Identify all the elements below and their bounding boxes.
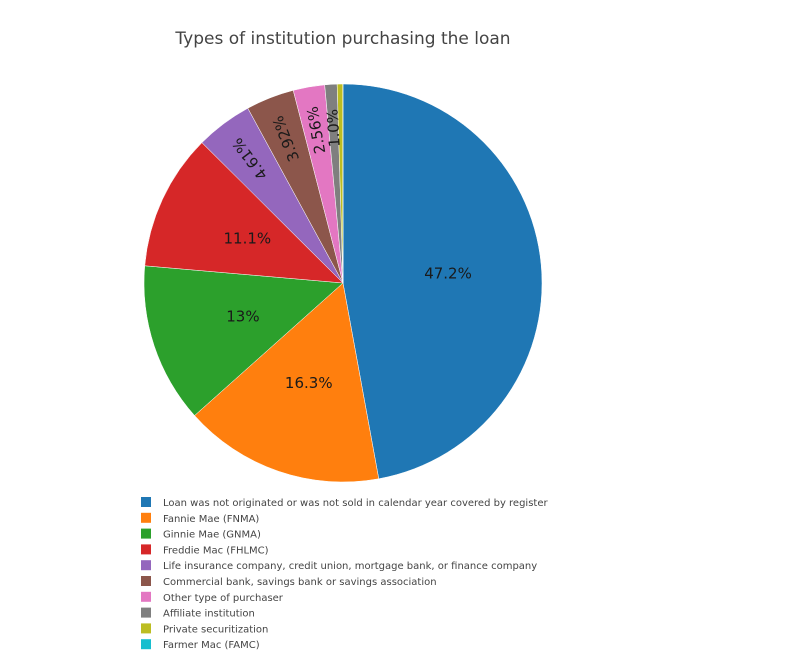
chart-title: Types of institution purchasing the loan <box>174 29 510 49</box>
legend-label[interactable]: Other type of purchaser <box>163 593 284 604</box>
slice-label: 1.0% <box>323 109 343 148</box>
legend: Loan was not originated or was not sold … <box>141 497 548 651</box>
legend-swatch[interactable] <box>141 512 151 523</box>
legend-label[interactable]: Private securitization <box>163 624 268 635</box>
legend-label[interactable]: Affiliate institution <box>163 609 255 620</box>
legend-swatch[interactable] <box>141 497 151 507</box>
slice-label: 16.3% <box>285 374 333 392</box>
legend-swatch[interactable] <box>141 591 151 602</box>
legend-swatch[interactable] <box>141 623 151 634</box>
slice-label: 11.1% <box>224 230 272 248</box>
legend-swatch[interactable] <box>141 576 151 586</box>
legend-label[interactable]: Fannie Mae (FNMA) <box>163 514 259 525</box>
legend-label[interactable]: Life insurance company, credit union, mo… <box>163 561 537 572</box>
legend-swatch[interactable] <box>141 607 151 618</box>
pie-slice <box>194 282 380 483</box>
legend-swatch[interactable] <box>141 560 151 571</box>
pie-slice <box>144 142 344 284</box>
legend-label[interactable]: Commercial bank, savings bank or savings… <box>163 577 437 588</box>
legend-label[interactable]: Ginnie Mae (GNMA) <box>163 530 261 541</box>
legend-swatch[interactable] <box>141 528 151 539</box>
legend-swatch[interactable] <box>141 544 151 555</box>
legend-label[interactable]: Farmer Mac (FAMC) <box>163 640 260 651</box>
pie-slice <box>143 265 344 416</box>
legend-swatch[interactable] <box>141 639 151 650</box>
legend-label[interactable]: Loan was not originated or was not sold … <box>163 498 548 509</box>
legend-label[interactable]: Freddie Mac (FHLMC) <box>163 545 269 556</box>
slice-label: 13% <box>226 307 259 325</box>
pie-slices <box>143 83 543 483</box>
pie-slice <box>342 83 543 480</box>
slice-label: 47.2% <box>424 264 472 282</box>
